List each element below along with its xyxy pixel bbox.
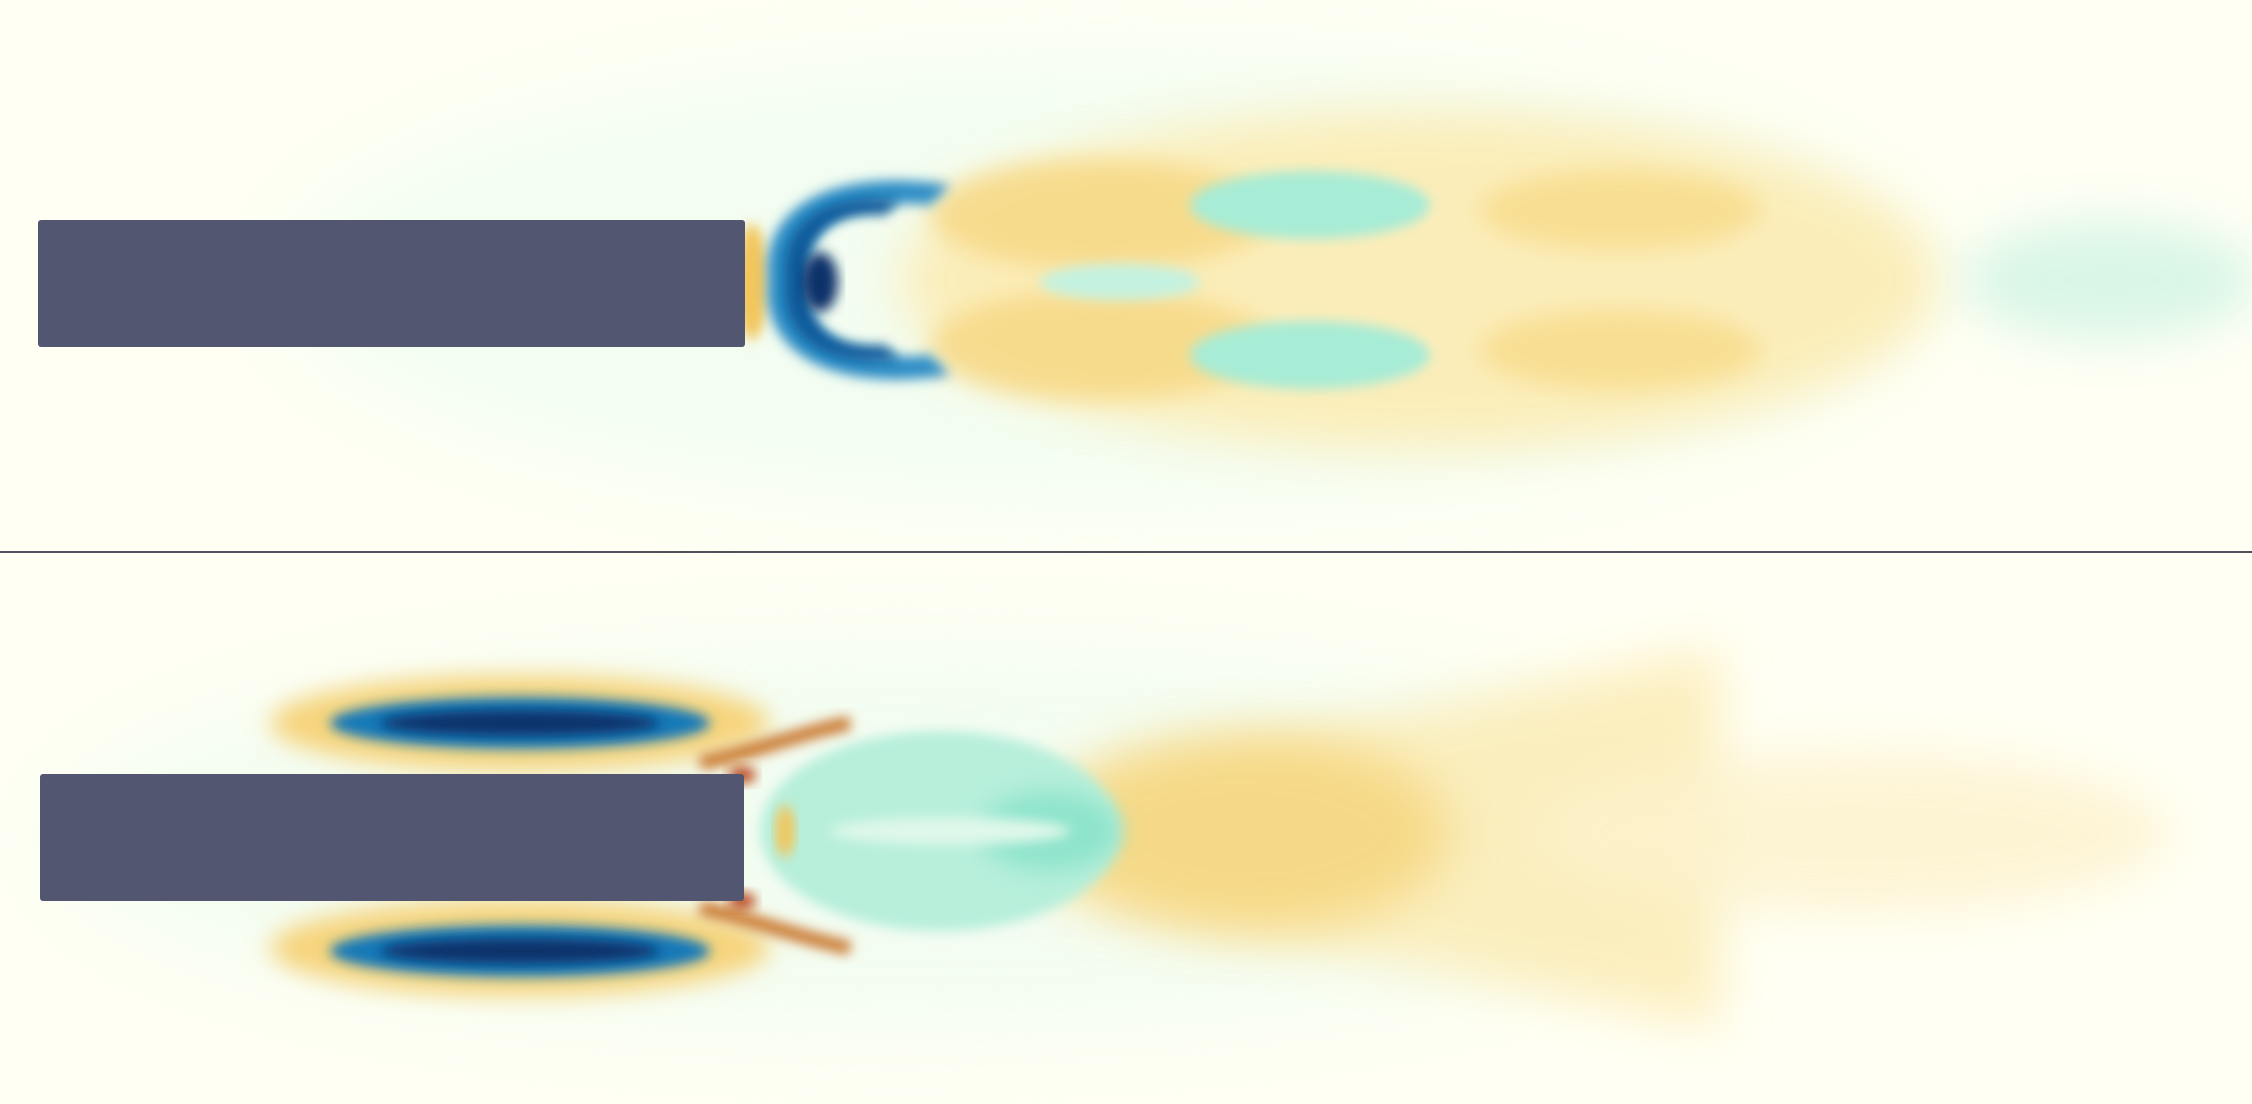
top-body bbox=[38, 220, 745, 347]
top-yellow-lobe-lower bbox=[930, 290, 1270, 400]
bottom-yellow-wake bbox=[1050, 733, 1450, 933]
top-yellow-lobe-far-lower bbox=[1480, 310, 1760, 390]
bottom-mode-panel bbox=[0, 553, 2252, 1104]
top-mode-field bbox=[0, 0, 2252, 551]
top-teal-far-right bbox=[1960, 220, 2252, 340]
bottom-teal-centerline bbox=[830, 817, 1070, 845]
top-blue-crescent-core bbox=[784, 198, 900, 362]
bottom-blue-core-lower bbox=[380, 938, 660, 964]
top-teal-lobe-lower bbox=[1190, 321, 1430, 389]
top-teal-lobe-upper bbox=[1190, 171, 1430, 239]
top-blue-core bbox=[802, 252, 838, 312]
bottom-tip-yellow bbox=[775, 805, 795, 857]
bottom-orange-streak-lower bbox=[698, 901, 852, 955]
top-teal-centerline bbox=[1040, 264, 1200, 300]
top-yellow-lobe-far-upper bbox=[1480, 170, 1760, 250]
top-mode-panel bbox=[0, 0, 2252, 551]
bottom-body bbox=[40, 774, 744, 901]
bottom-orange-streak-upper bbox=[698, 716, 852, 770]
bottom-blue-core-upper bbox=[380, 710, 660, 736]
bottom-mode-field bbox=[0, 553, 2252, 1104]
panel-divider bbox=[0, 551, 2252, 553]
bottom-yellow-far bbox=[1530, 753, 2170, 913]
top-yellow-lobe-upper bbox=[930, 160, 1270, 270]
